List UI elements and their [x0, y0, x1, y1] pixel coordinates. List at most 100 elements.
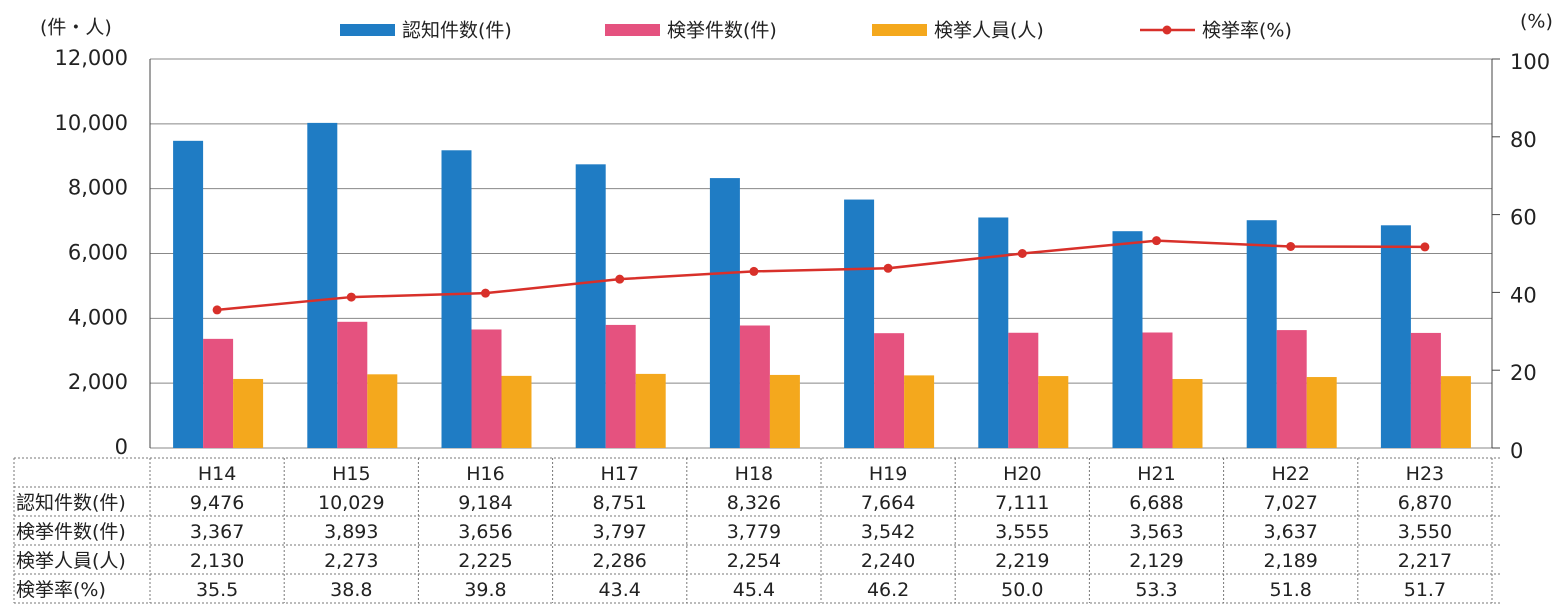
table-cell: 53.3	[1135, 579, 1177, 601]
table-cell: 3,563	[1129, 521, 1183, 543]
line-point	[1286, 241, 1296, 251]
y-tick-label: 8,000	[68, 176, 128, 200]
legend-marker	[1162, 25, 1172, 35]
table-cell: 7,664	[861, 492, 915, 514]
x-tick-label: H15	[332, 463, 370, 485]
bar	[1112, 231, 1143, 448]
table-cell: 3,542	[861, 521, 915, 543]
x-tick-label: H20	[1003, 463, 1041, 485]
x-tick-label: H16	[466, 463, 504, 485]
y2-tick-label: 40	[1510, 283, 1537, 307]
bar	[1008, 332, 1039, 448]
bar	[337, 321, 368, 448]
table-cell: 3,779	[727, 521, 781, 543]
bar	[1410, 332, 1441, 448]
line-point	[346, 292, 356, 302]
x-tick-label: H21	[1137, 463, 1175, 485]
x-tick-label: H14	[198, 463, 236, 485]
table-cell: 3,656	[458, 521, 512, 543]
bar	[173, 140, 204, 448]
bar	[709, 178, 740, 449]
table-cell: 9,184	[458, 492, 512, 514]
table-cell: 3,550	[1398, 521, 1452, 543]
bar	[203, 338, 234, 448]
table-cell: 39.8	[464, 579, 506, 601]
bar	[233, 378, 264, 448]
table-cell: 2,189	[1263, 550, 1317, 572]
line-point	[749, 266, 759, 276]
x-tick-label: H18	[735, 463, 773, 485]
bar	[605, 324, 636, 448]
line	[216, 239, 1425, 312]
table-cell: 10,029	[318, 492, 384, 514]
bar	[441, 150, 472, 448]
table-cell: 38.8	[330, 579, 372, 601]
y2-tick-label: 100	[1510, 50, 1550, 74]
y-tick-label: 12,000	[55, 46, 128, 70]
table-cell: 2,286	[592, 550, 646, 572]
table-row-label: 検挙人員(人)	[16, 550, 126, 572]
table-cell: 35.5	[196, 579, 238, 601]
bar	[978, 217, 1009, 448]
table-cell: 51.7	[1404, 579, 1446, 601]
table-cell: 3,893	[324, 521, 378, 543]
bar	[1440, 376, 1471, 448]
bar	[1038, 376, 1069, 448]
y-tick-label: 6,000	[68, 241, 128, 265]
table-cell: 2,273	[324, 550, 378, 572]
table-cell: 3,367	[190, 521, 244, 543]
line-point	[615, 274, 625, 284]
line-point	[1017, 249, 1027, 258]
x-tick-label: H17	[600, 463, 638, 485]
bar	[739, 325, 770, 448]
bar	[501, 375, 532, 448]
line-point	[1420, 242, 1430, 252]
y-tick-label: 2,000	[68, 370, 128, 394]
table-cell: 43.4	[599, 579, 641, 601]
bar	[1142, 332, 1173, 448]
y-tick-label: 0	[115, 435, 128, 459]
table-cell: 2,240	[861, 550, 915, 572]
x-tick-label: H22	[1271, 463, 1309, 485]
x-tick-label: H23	[1406, 463, 1444, 485]
table-cell: 46.2	[867, 579, 909, 601]
legend-swatch	[872, 24, 927, 36]
bar	[1380, 225, 1411, 448]
table-cell: 3,555	[995, 521, 1049, 543]
legend-label: 検挙人員(人)	[934, 20, 1044, 42]
table-cell: 2,130	[190, 550, 244, 572]
bar	[367, 374, 398, 448]
y2-tick-label: 0	[1510, 439, 1523, 463]
bar	[1246, 220, 1277, 448]
y2-unit-label: (%)	[1520, 11, 1553, 33]
table-cell: 51.8	[1270, 579, 1312, 601]
legend-label: 検挙件数(件)	[667, 20, 777, 42]
line-point	[481, 288, 490, 298]
legend-swatch	[340, 24, 395, 36]
legend-label: 検挙率(%)	[1202, 20, 1292, 42]
bar	[844, 199, 875, 448]
line-point	[1152, 236, 1161, 246]
y2-tick-label: 80	[1510, 128, 1537, 152]
table-cell: 2,225	[458, 550, 512, 572]
table-cell: 50.0	[1001, 579, 1043, 601]
y-tick-label: 4,000	[68, 305, 128, 329]
bar	[307, 122, 338, 448]
table-row-label: 検挙件数(件)	[16, 521, 126, 543]
table-cell: 3,797	[592, 521, 646, 543]
bar	[874, 333, 905, 448]
table-cell: 7,027	[1263, 492, 1317, 514]
bar	[1276, 330, 1307, 448]
y-tick-label: 10,000	[55, 111, 128, 135]
bar	[1306, 377, 1337, 448]
table-cell: 7,111	[995, 492, 1049, 514]
y2-tick-label: 20	[1510, 361, 1537, 385]
legend-swatch	[605, 24, 660, 36]
y-unit-label: (件・人)	[40, 17, 112, 39]
table-cell: 9,476	[190, 492, 244, 514]
bar	[575, 164, 606, 448]
table-row-label: 検挙率(%)	[16, 579, 106, 601]
line-point	[883, 263, 893, 273]
table-row-label: 認知件数(件)	[16, 492, 126, 514]
